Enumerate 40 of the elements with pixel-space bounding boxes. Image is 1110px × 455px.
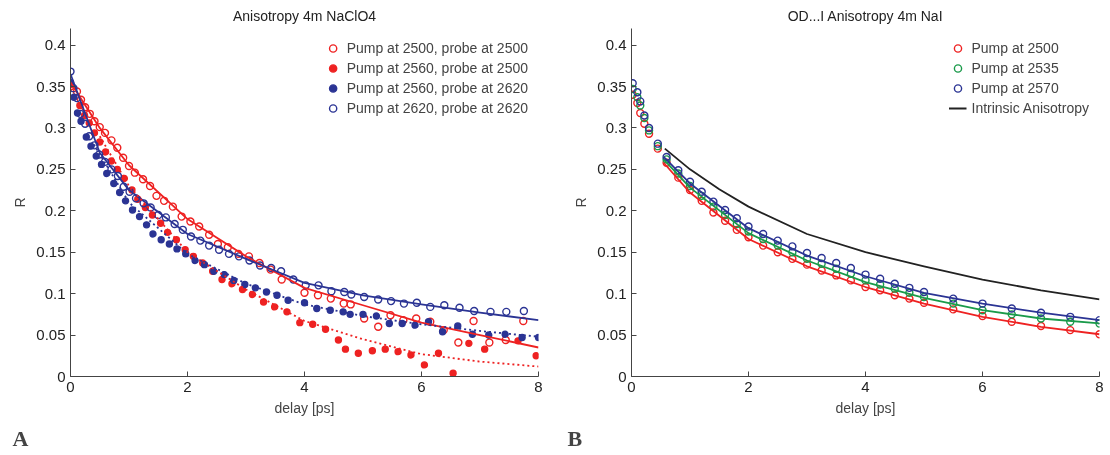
legend-label: Intrinsic Anisotropy bbox=[971, 99, 1089, 117]
y-tick-label: 0.3 bbox=[605, 118, 627, 136]
legend-label: Pump at 2620, probe at 2620 bbox=[346, 99, 528, 117]
y-tick-label: 0.4 bbox=[44, 36, 66, 54]
y-tick-label: 0.1 bbox=[44, 284, 66, 302]
x-tick-label: 6 bbox=[417, 377, 426, 395]
x-axis-title: delay [ps] bbox=[835, 399, 896, 416]
y-tick-label: 0.1 bbox=[605, 284, 627, 302]
chart-title: Anisotropy 4m NaClO4 bbox=[232, 7, 377, 24]
y-tick-label: 0.3 bbox=[44, 118, 66, 136]
y-tick-label: 0.15 bbox=[36, 243, 66, 261]
y-tick-label: 0.4 bbox=[605, 36, 627, 54]
x-tick-label: 2 bbox=[744, 377, 753, 395]
chart-title: OD...I Anisotropy 4m NaI bbox=[787, 7, 943, 24]
y-axis-title: R bbox=[12, 197, 29, 208]
y-tick-label: 0.25 bbox=[597, 160, 627, 178]
y-tick-label: 0.25 bbox=[36, 160, 66, 178]
y-tick-label: 0.35 bbox=[597, 77, 627, 95]
x-tick-label: 4 bbox=[300, 377, 309, 395]
x-tick-label: 6 bbox=[978, 377, 987, 395]
legend-label: Pump at 2500 bbox=[971, 39, 1059, 57]
text: A bbox=[12, 425, 29, 451]
y-tick-label: 0.2 bbox=[605, 201, 627, 219]
x-axis-title: delay [ps] bbox=[274, 399, 335, 416]
y-tick-label: 0.35 bbox=[36, 77, 66, 95]
x-tick-label: 8 bbox=[534, 377, 543, 395]
y-tick-label: 0.2 bbox=[44, 201, 66, 219]
x-tick-label: 4 bbox=[861, 377, 870, 395]
text: B bbox=[567, 425, 583, 451]
legend-label: Pump at 2500, probe at 2500 bbox=[346, 39, 528, 57]
y-tick-label: 0.15 bbox=[597, 243, 627, 261]
legend-label: Pump at 2535 bbox=[971, 59, 1059, 77]
legend-label: Pump at 2570 bbox=[971, 79, 1059, 97]
y-tick-label: 0.05 bbox=[36, 326, 66, 344]
y-axis-title: R bbox=[573, 197, 590, 208]
x-tick-label: 8 bbox=[1095, 377, 1104, 395]
x-tick-label: 2 bbox=[183, 377, 192, 395]
y-tick-label: 0.05 bbox=[597, 326, 627, 344]
legend-label: Pump at 2560, probe at 2620 bbox=[346, 79, 528, 97]
legend-label: Pump at 2560, probe at 2500 bbox=[346, 59, 528, 77]
